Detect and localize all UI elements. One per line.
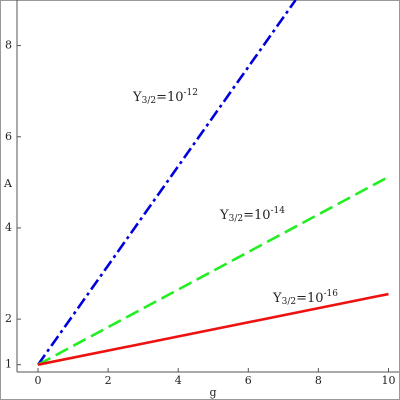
annotation-base: Y [272, 291, 282, 306]
annotation-sup: -12 [184, 88, 199, 98]
annotation-sub: 3/2 [229, 214, 243, 224]
annotation-mid: =10 [296, 291, 323, 306]
annotation: Y3/2=10-12 [132, 88, 198, 106]
annotation-sub: 3/2 [142, 96, 156, 106]
annotation-sub: 3/2 [282, 297, 296, 307]
x-tick-label: 0 [35, 374, 42, 387]
y-tick-label: 2 [5, 312, 12, 325]
x-tick-label: 10 [381, 374, 395, 387]
annotation: Y3/2=10-14 [219, 206, 285, 224]
annotation: Y3/2=10-16 [272, 289, 338, 307]
series-line [36, 0, 297, 366]
annotation-base: Y [132, 90, 142, 105]
annotation-mid: =10 [156, 90, 183, 105]
y-tick-label: 8 [5, 39, 12, 52]
annotation-mid: =10 [243, 208, 270, 223]
series-line [37, 292, 389, 366]
x-tick-label: 8 [315, 374, 322, 387]
y-tick-label: 1 [5, 358, 12, 371]
x-tick-label: 6 [245, 374, 252, 387]
x-tick-label: 4 [175, 374, 182, 387]
x-tick-label: 2 [105, 374, 112, 387]
annotation-sup: -14 [271, 206, 286, 216]
y-axis-label: A [3, 177, 13, 190]
x-axis-label: g [209, 386, 216, 399]
annotation-sup: -16 [324, 289, 339, 299]
series-line [37, 175, 390, 366]
y-tick-label: 6 [5, 130, 12, 143]
y-tick-label: 4 [5, 221, 12, 234]
annotation-base: Y [219, 208, 229, 223]
